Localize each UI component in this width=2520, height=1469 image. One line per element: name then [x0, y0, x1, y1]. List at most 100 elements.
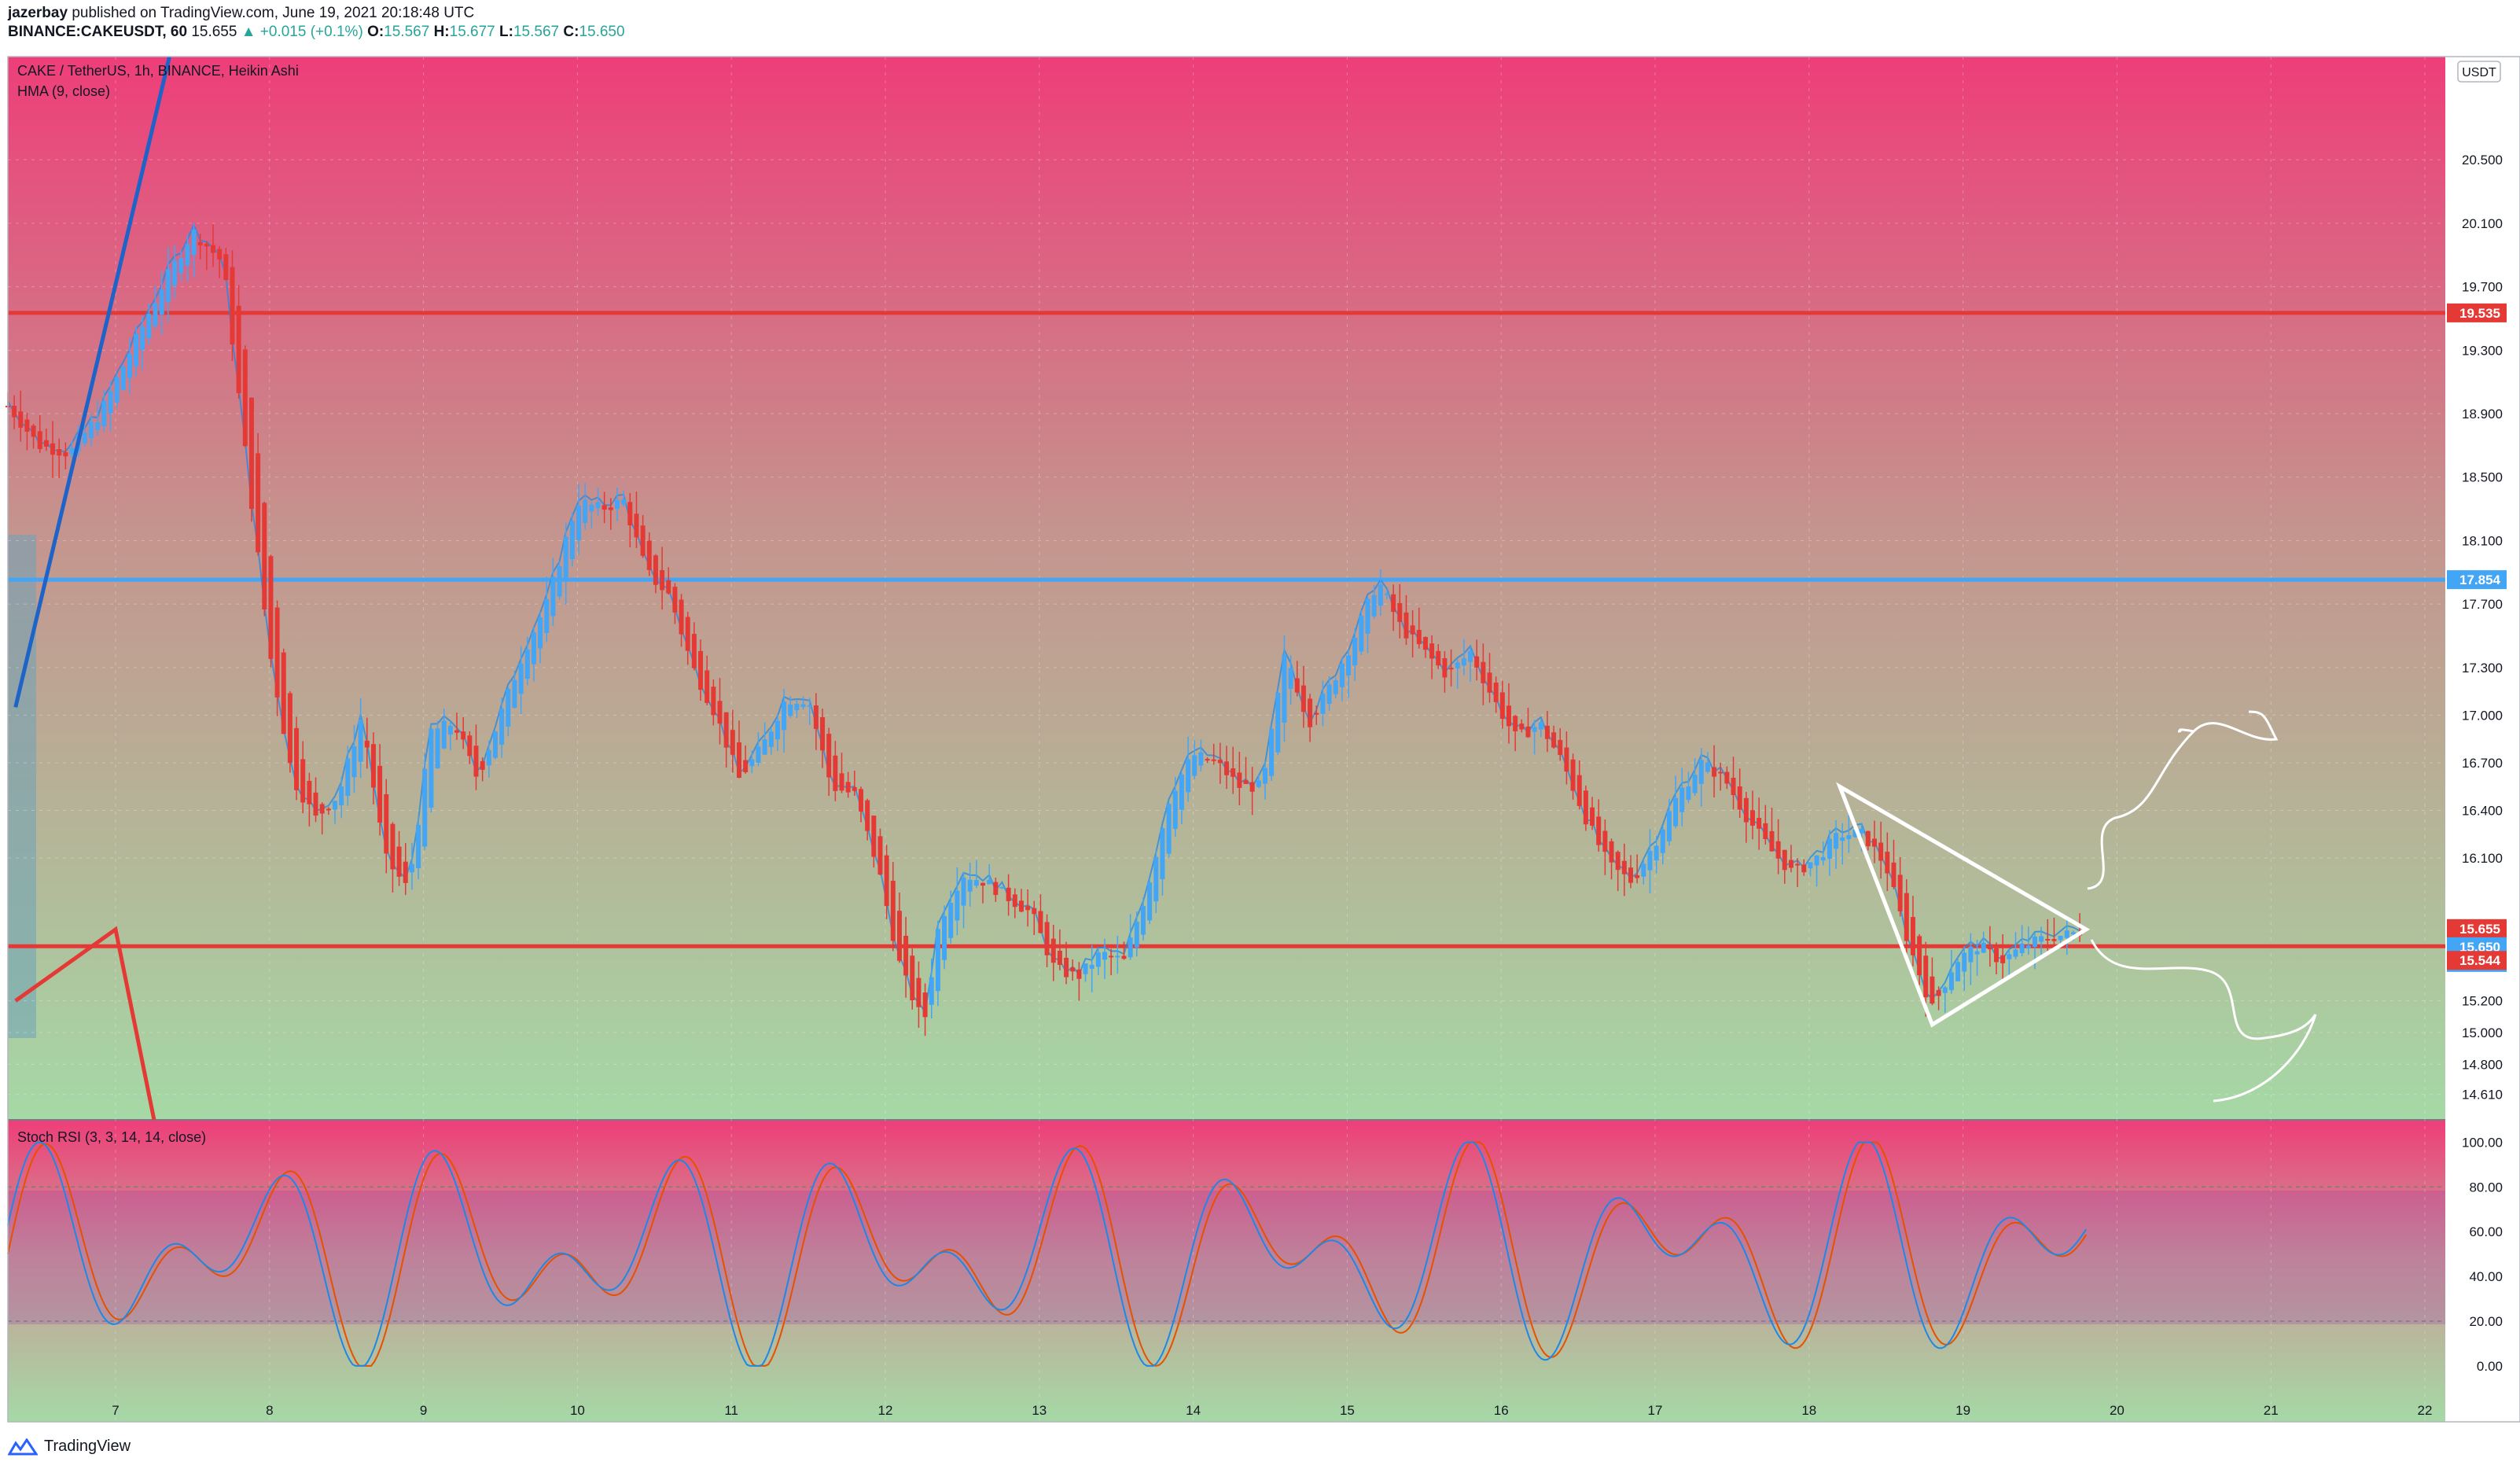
candle-body: [1757, 818, 1762, 829]
candle-body: [518, 663, 524, 694]
candle-body: [1095, 952, 1101, 967]
price-tick-label: 20.500: [2462, 153, 2503, 168]
candle-body: [69, 447, 75, 455]
price-tick-label: 18.100: [2462, 533, 2503, 548]
price-axis: 20.500 20.100 19.700 19.300 18.900 18.500 18.1…: [2462, 153, 2503, 1103]
left-edge-shade: [8, 535, 36, 1038]
candle-body: [409, 863, 414, 873]
candle-body: [1994, 948, 1999, 963]
candle-body: [794, 704, 800, 711]
candle-body: [1339, 663, 1345, 687]
candle-body: [236, 305, 241, 393]
price-label-box: [2447, 951, 2507, 970]
time-tick-label: 16: [1494, 1403, 1509, 1418]
time-tick-label: 8: [266, 1403, 273, 1418]
candle-body: [1782, 849, 1787, 871]
chart-border: [7, 56, 2520, 1423]
candle-body: [1647, 850, 1653, 871]
candle-body: [422, 768, 428, 847]
candle-body: [1224, 761, 1230, 775]
price-label-text: 15.650: [2459, 940, 2500, 955]
stoch-legend[interactable]: Stoch RSI (3, 3, 14, 14, close): [17, 1129, 207, 1145]
stoch-tick-label: 20.00: [2469, 1314, 2503, 1329]
candle-body: [114, 377, 120, 403]
candle-body: [351, 746, 357, 778]
candle-body: [955, 890, 960, 921]
candle-body: [127, 354, 132, 379]
candle-body: [153, 303, 158, 326]
candle-body: [743, 760, 749, 773]
time-tick-label: 11: [724, 1403, 738, 1418]
candle-body: [1172, 790, 1178, 829]
candle-body: [159, 289, 164, 315]
stoch-tick-label: 40.00: [2469, 1269, 2503, 1284]
candle-body: [1737, 786, 1742, 810]
candle-body: [1718, 771, 1724, 774]
candle-body: [1679, 787, 1685, 812]
candle-body: [1660, 829, 1665, 853]
time-tick-label: 20: [2110, 1403, 2125, 1418]
candle-body: [1750, 810, 1756, 826]
candle-body: [1506, 705, 1511, 727]
tradingview-logo[interactable]: TradingView: [8, 1438, 131, 1456]
candle-body: [782, 701, 787, 731]
candle-body: [461, 731, 466, 740]
candle-body: [666, 580, 671, 594]
candle-body: [896, 911, 902, 961]
candle-body: [1576, 775, 1582, 806]
candle-body: [230, 267, 235, 344]
candle-body: [1917, 936, 1922, 976]
candle-body: [942, 915, 947, 960]
candle-body: [2000, 955, 2006, 963]
candle-body: [627, 502, 633, 526]
candle-body: [884, 855, 889, 907]
candle-body: [268, 556, 274, 659]
candle-body: [685, 617, 690, 651]
published-text: published on TradingView.com, June 19, 2…: [72, 5, 475, 21]
candle-body: [1827, 838, 1832, 860]
usdt-badge[interactable]: USDT: [2457, 61, 2501, 83]
candle-body: [1249, 782, 1255, 792]
candle-body: [704, 670, 710, 703]
price-tick-label: 16.100: [2462, 851, 2503, 866]
price-label-text: 19.535: [2459, 306, 2500, 321]
candle-body: [2019, 943, 2025, 953]
candle-body: [1596, 816, 1602, 845]
hma-legend[interactable]: HMA (9, close): [17, 83, 111, 99]
candle-body: [1198, 752, 1204, 766]
price-tick-label: 17.000: [2462, 708, 2503, 723]
candle-body: [1628, 867, 1633, 883]
candle-body: [640, 525, 646, 556]
candle-body: [890, 880, 896, 941]
candle-body: [833, 755, 838, 791]
candle-body: [1436, 650, 1441, 666]
time-tick-label: 15: [1340, 1403, 1355, 1418]
candle-body: [1365, 598, 1370, 634]
trendline-drawing: [14, 926, 156, 1121]
publish-info: jazerbay published on TradingView.com, J…: [8, 5, 474, 22]
candle-body: [852, 786, 857, 791]
candle-body: [1814, 855, 1819, 866]
candle-body: [1525, 726, 1531, 738]
candle-body: [1064, 957, 1069, 977]
candle-body: [2039, 936, 2044, 942]
price-tick-label: 16.400: [2462, 804, 2503, 819]
candle-body: [1109, 955, 1114, 958]
candle-body: [1948, 972, 1954, 991]
candle-body: [569, 521, 575, 559]
candle-body: [294, 727, 300, 790]
candle-body: [37, 431, 42, 450]
candle-body: [1897, 874, 1903, 911]
chart-title[interactable]: CAKE / TetherUS, 1h, BINANCE, Heikin Ash…: [17, 63, 299, 79]
candle-body: [1891, 862, 1896, 887]
price-tick-label: 14.610: [2462, 1088, 2503, 1103]
tradingview-icon: [8, 1438, 38, 1455]
candle-body: [1910, 917, 1915, 955]
author-name[interactable]: jazerbay: [8, 5, 68, 21]
candle-body: [788, 704, 793, 716]
candle-body: [1731, 777, 1736, 795]
candle-body: [1698, 760, 1704, 784]
candle-body: [1859, 828, 1864, 834]
candle-body: [1371, 595, 1377, 617]
